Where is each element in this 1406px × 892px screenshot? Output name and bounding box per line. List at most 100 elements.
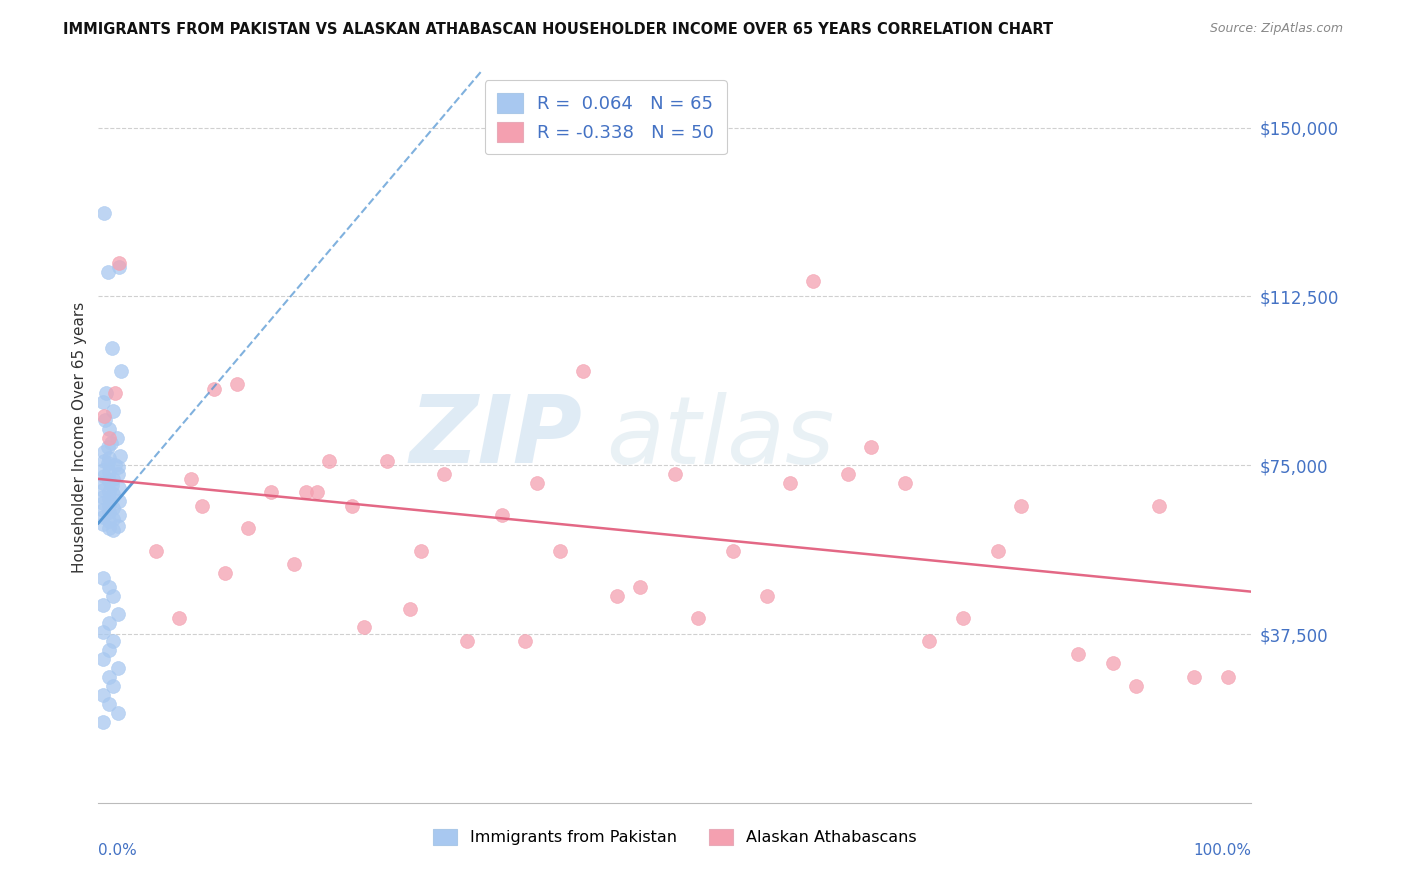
- Point: [103, 524, 125, 538]
- Point: [91, 571, 114, 585]
- Point: [91, 688, 114, 702]
- Text: IMMIGRANTS FROM PAKISTAN VS ALASKAN ATHABASCAN HOUSEHOLDER INCOME OVER 65 YEARS : IMMIGRANTS FROM PAKISTAN VS ALASKAN ATHA…: [63, 22, 1053, 37]
- Point: [97, 491, 120, 506]
- Point: [97, 265, 120, 279]
- Point: [108, 260, 131, 275]
- Point: [606, 589, 628, 603]
- Point: [180, 472, 202, 486]
- Text: ZIP: ZIP: [409, 391, 582, 483]
- Point: [105, 431, 128, 445]
- Point: [101, 478, 124, 492]
- Point: [686, 611, 709, 625]
- Point: [1067, 647, 1090, 661]
- Point: [91, 624, 114, 639]
- Point: [97, 440, 120, 454]
- Point: [103, 500, 125, 515]
- Point: [433, 467, 456, 482]
- Point: [108, 255, 131, 269]
- Point: [107, 467, 129, 482]
- Point: [93, 453, 115, 467]
- Point: [307, 485, 329, 500]
- Point: [110, 449, 132, 463]
- Point: [214, 566, 236, 581]
- Point: [107, 706, 129, 720]
- Point: [1147, 499, 1170, 513]
- Point: [108, 494, 131, 508]
- Point: [513, 633, 536, 648]
- Point: [411, 543, 433, 558]
- Text: atlas: atlas: [606, 392, 834, 483]
- Point: [103, 512, 125, 526]
- Point: [97, 474, 120, 488]
- Point: [100, 435, 122, 450]
- Point: [1102, 657, 1125, 671]
- Point: [97, 580, 120, 594]
- Point: [108, 508, 131, 522]
- Point: [859, 440, 882, 454]
- Point: [1010, 499, 1032, 513]
- Point: [110, 364, 132, 378]
- Point: [894, 476, 917, 491]
- Point: [202, 382, 225, 396]
- Point: [571, 364, 593, 378]
- Point: [917, 633, 939, 648]
- Point: [318, 453, 340, 467]
- Point: [91, 503, 114, 517]
- Point: [398, 602, 420, 616]
- Point: [91, 496, 114, 510]
- Point: [801, 274, 824, 288]
- Point: [526, 476, 548, 491]
- Point: [987, 543, 1010, 558]
- Point: [101, 341, 124, 355]
- Point: [97, 422, 120, 436]
- Point: [628, 580, 651, 594]
- Legend: Immigrants from Pakistan, Alaskan Athabascans: Immigrants from Pakistan, Alaskan Athaba…: [426, 821, 924, 854]
- Point: [97, 431, 120, 445]
- Point: [94, 413, 117, 427]
- Point: [97, 615, 120, 630]
- Point: [779, 476, 801, 491]
- Point: [97, 697, 120, 711]
- Point: [97, 515, 120, 529]
- Point: [91, 476, 114, 491]
- Point: [97, 451, 120, 466]
- Point: [93, 469, 115, 483]
- Point: [1218, 670, 1240, 684]
- Point: [456, 633, 478, 648]
- Point: [93, 444, 115, 458]
- Text: 0.0%: 0.0%: [98, 843, 138, 858]
- Point: [107, 519, 129, 533]
- Point: [108, 481, 131, 495]
- Point: [97, 670, 120, 684]
- Point: [93, 206, 115, 220]
- Point: [91, 483, 114, 497]
- Point: [103, 487, 125, 501]
- Point: [721, 543, 744, 558]
- Point: [91, 714, 114, 729]
- Point: [375, 453, 398, 467]
- Point: [91, 652, 114, 666]
- Point: [107, 661, 129, 675]
- Point: [837, 467, 859, 482]
- Point: [1182, 670, 1205, 684]
- Point: [107, 607, 129, 621]
- Point: [91, 463, 114, 477]
- Point: [952, 611, 974, 625]
- Point: [238, 521, 260, 535]
- Point: [91, 490, 114, 504]
- Point: [103, 386, 125, 401]
- Point: [96, 386, 118, 401]
- Point: [491, 508, 513, 522]
- Point: [548, 543, 571, 558]
- Point: [97, 499, 120, 513]
- Point: [97, 485, 120, 500]
- Point: [103, 472, 125, 486]
- Point: [97, 506, 120, 520]
- Point: [191, 499, 214, 513]
- Text: 100.0%: 100.0%: [1194, 843, 1251, 858]
- Point: [295, 485, 318, 500]
- Text: Source: ZipAtlas.com: Source: ZipAtlas.com: [1209, 22, 1343, 36]
- Point: [97, 465, 120, 479]
- Point: [91, 395, 114, 409]
- Point: [103, 679, 125, 693]
